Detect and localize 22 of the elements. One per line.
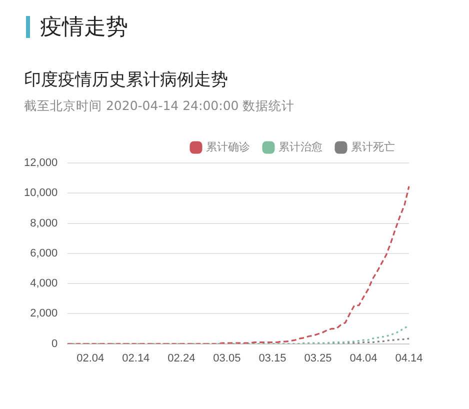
text: 疫情走势 xyxy=(40,14,128,42)
x-tick-label: 02.04 xyxy=(76,352,104,364)
legend-label: 累计死亡 xyxy=(351,140,395,154)
x-tick-label: 04.14 xyxy=(395,352,423,364)
y-tick-label: 6,000 xyxy=(30,247,58,260)
chart-title: 印度疫情历史累计病例走势 xyxy=(24,69,228,91)
y-tick-label: 10,000 xyxy=(24,187,58,200)
y-tick-label: 4,000 xyxy=(30,278,58,290)
x-tick-label: 02.14 xyxy=(122,352,150,364)
y-tick-label: 12,000 xyxy=(24,157,58,170)
y-tick-label: 2,000 xyxy=(30,308,58,320)
x-tick-label: 03.05 xyxy=(213,352,241,364)
line-series xyxy=(66,186,410,344)
legend-label: 累计治愈 xyxy=(278,140,322,154)
x-tick-label: 04.04 xyxy=(350,352,378,364)
x-tick-label: 03.25 xyxy=(304,352,332,364)
y-tick-label: 0 xyxy=(52,338,58,350)
y-tick-label: 8,000 xyxy=(30,217,58,230)
x-tick-label: 02.24 xyxy=(168,352,196,364)
legend-label: 累计确诊 xyxy=(206,140,250,154)
x-tick-label: 03.15 xyxy=(258,352,286,364)
chart-subtitle: 截至北京时间 2020-04-14 24:00:00 数据统计 xyxy=(24,98,295,115)
